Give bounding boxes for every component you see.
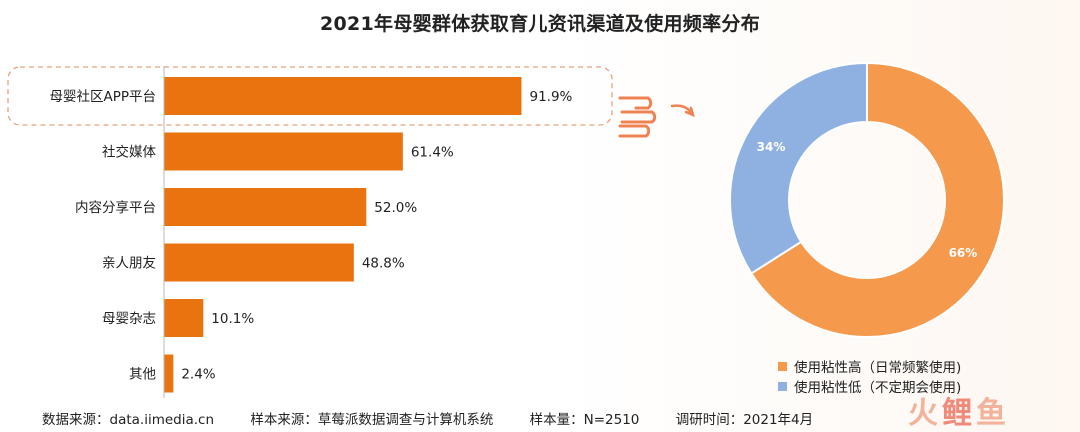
value-label: 52.0% — [374, 200, 417, 216]
pie-legend: 使用粘性高（日常频繁使用) 使用粘性低（不定期会使用) — [778, 356, 961, 396]
bar — [164, 354, 174, 393]
chart-title: 2021年母婴群体获取育儿资讯渠道及使用频率分布 — [319, 13, 761, 35]
bar — [164, 243, 354, 282]
category-label: 内容分享平台 — [75, 199, 156, 216]
donut-chart: 66% 34% — [729, 61, 1005, 338]
value-label: 61.4% — [411, 145, 454, 161]
pie-slice — [749, 61, 1005, 338]
legend-item-low: 使用粘性低（不定期会使用) — [778, 376, 961, 396]
footer-survey-time: 调研时间：2021年4月 — [675, 412, 814, 428]
legend-item-high: 使用粘性高（日常频繁使用) — [778, 356, 961, 376]
bar-chart: 母婴社区APP平台 91.9% 社交媒体 61.4% 内容分享平台 52.0% 亲人朋友 48… — [7, 66, 613, 398]
pie-slice — [729, 61, 868, 275]
brand-logo: 火鲤鱼 — [908, 396, 1010, 431]
category-label: 母婴杂志 — [102, 311, 156, 327]
legend-label-low: 使用粘性低（不定期会使用) — [794, 380, 962, 396]
category-label: 社交媒体 — [102, 144, 156, 161]
category-label: 母婴社区APP平台 — [49, 89, 156, 105]
value-label: 91.9% — [529, 89, 572, 105]
legend-swatch-low — [778, 381, 787, 391]
legend-label-high: 使用粘性高（日常频繁使用) — [794, 360, 962, 376]
pointing-hand-icon — [618, 96, 695, 138]
footer-sample-source: 样本来源：草莓派数据调查与计算机系统 — [250, 412, 494, 428]
bar — [164, 299, 204, 337]
bar — [164, 132, 403, 171]
value-label: 10.1% — [211, 311, 254, 327]
footer-data-source: 数据来源：data.iimedia.cn — [42, 412, 215, 428]
footer-sample-size: 样本量：N=2510 — [529, 412, 640, 428]
value-label: 48.8% — [362, 256, 405, 272]
highlight-frame — [7, 66, 613, 126]
footer-notes: 数据来源：data.iimedia.cn 样本来源：草莓派数据调查与计算机系统 … — [42, 408, 845, 428]
category-label: 亲人朋友 — [102, 256, 156, 272]
bar — [164, 77, 522, 115]
legend-swatch-high — [778, 361, 787, 371]
bar — [164, 188, 367, 226]
slice-value-label: 66% — [949, 246, 978, 260]
category-label: 其他 — [129, 367, 156, 383]
slice-value-label: 34% — [757, 140, 786, 154]
value-label: 2.4% — [181, 367, 215, 383]
